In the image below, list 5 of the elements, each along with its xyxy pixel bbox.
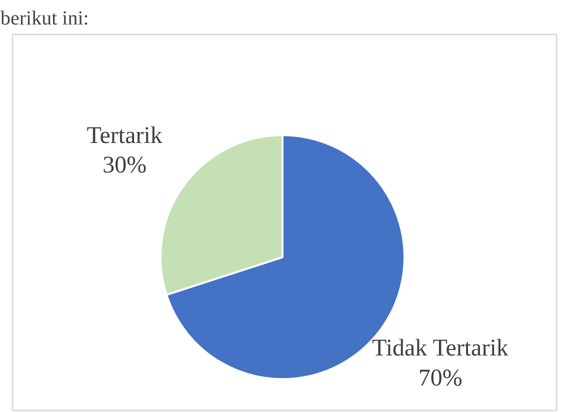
slice-label: Tertarik (86, 122, 162, 149)
text: berikut ini: (0, 8, 89, 30)
data-label: 30% (102, 152, 147, 179)
slice-label: Tidak Tertarik (372, 336, 508, 362)
data-label: 70% (418, 365, 462, 392)
